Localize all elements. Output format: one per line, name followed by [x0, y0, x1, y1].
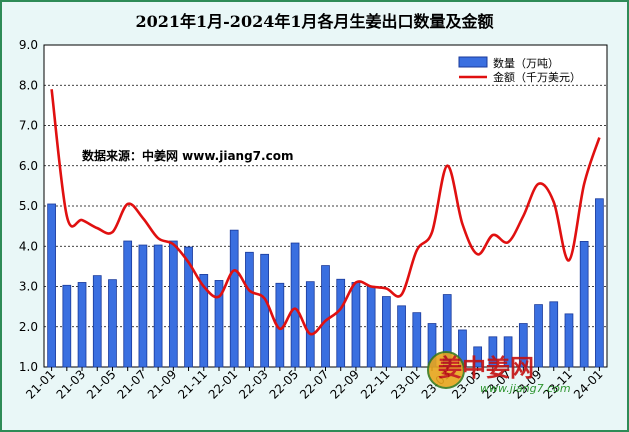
legend-bar-swatch: [458, 56, 488, 68]
watermark-url: www.jiang7.com: [480, 382, 571, 395]
x-tick-label: 23-01: [388, 367, 423, 402]
quantity-bar: [351, 282, 361, 368]
ginger-logo-icon: [427, 351, 465, 389]
y-tick-label: 5.0: [19, 199, 38, 213]
quantity-bar: [123, 240, 133, 368]
y-tick-label: 9.0: [19, 38, 38, 52]
quantity-bar: [412, 312, 422, 368]
quantity-bar: [595, 198, 604, 368]
quantity-bars: [47, 198, 604, 368]
y-tick-label: 6.0: [19, 159, 38, 173]
quantity-bar: [397, 305, 406, 368]
quantity-bar: [47, 203, 56, 368]
quantity-bar: [168, 240, 178, 368]
y-tick-label: 8.0: [19, 78, 38, 92]
x-tick-label: 21-03: [54, 367, 89, 402]
y-tick-label: 7.0: [19, 119, 38, 133]
legend-label-quantity: 数量（万吨）: [493, 57, 559, 70]
quantity-bar: [260, 253, 269, 368]
quantity-bar: [229, 229, 239, 368]
quantity-bar: [153, 244, 163, 368]
quantity-bar: [62, 284, 72, 368]
watermark-logo: 姜中姜网 www.jiang7.com: [427, 351, 571, 395]
x-tick-label: 22-01: [206, 367, 241, 402]
legend-label-amount: 金额（千万美元）: [493, 70, 581, 84]
y-tick-label: 3.0: [19, 280, 38, 294]
quantity-bar: [579, 241, 589, 368]
quantity-bar: [77, 282, 87, 368]
y-tick-label: 2.0: [19, 320, 38, 334]
quantity-bar: [366, 286, 376, 368]
quantity-bar: [534, 304, 543, 368]
quantity-bar: [245, 251, 254, 368]
quantity-bar: [305, 281, 315, 368]
x-tick-label: 24-01: [571, 367, 606, 402]
quantity-bar: [290, 242, 300, 368]
y-axis: 1.0 2.0 3.0 4.0 5.0 6.0 7.0 8.0 9.0: [19, 38, 38, 374]
x-tick-label: 22-09: [327, 367, 362, 402]
y-tick-label: 1.0: [19, 360, 38, 374]
x-tick-label: 21-07: [114, 367, 149, 402]
x-tick-label: 22-05: [267, 367, 302, 402]
x-tick-label: 21-11: [175, 367, 210, 402]
x-tick-label: 22-11: [358, 367, 393, 402]
legend: 数量（万吨） 金额（千万美元）: [458, 56, 581, 84]
x-tick-label: 21-05: [84, 367, 119, 402]
quantity-bar: [336, 278, 346, 368]
data-source-annotation: 数据来源：中姜网 www.jiang7.com: [82, 148, 293, 163]
x-tick-label: 22-03: [236, 367, 271, 402]
watermark-text: 姜中姜网: [438, 354, 534, 382]
x-tick-label: 22-07: [297, 367, 332, 402]
quantity-bar: [549, 301, 559, 368]
quantity-bar: [564, 313, 574, 368]
quantity-bar: [108, 279, 117, 368]
quantity-bar: [138, 244, 148, 368]
quantity-bar: [382, 296, 391, 368]
y-tick-label: 4.0: [19, 239, 38, 253]
quantity-bar: [92, 275, 102, 368]
x-tick-label: 21-09: [145, 367, 180, 402]
chart-title: 2021年1月-2024年1月各月生姜出口数量及金额: [135, 12, 494, 31]
quantity-bar: [321, 265, 330, 368]
amount-line: [50, 89, 601, 336]
